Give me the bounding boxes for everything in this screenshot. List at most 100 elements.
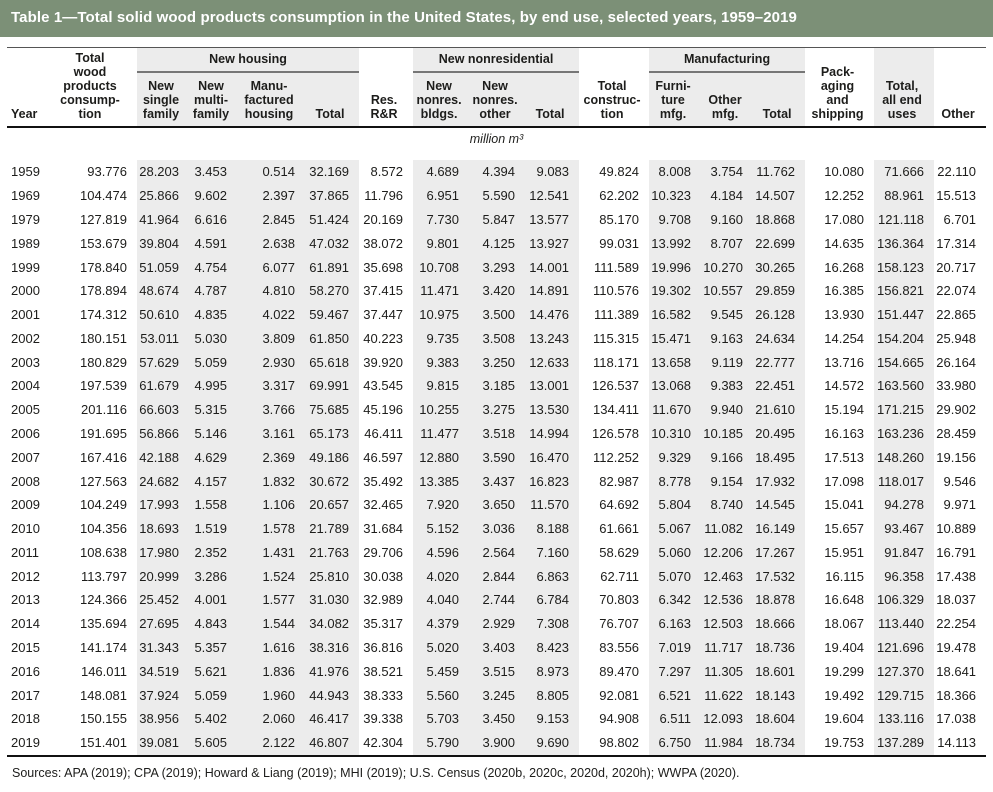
cell-new_nonres_bldgs: 7.920 <box>413 492 470 517</box>
cell-new_nonres_other: 2.564 <box>469 540 526 565</box>
cell-new_nonres_other: 3.245 <box>469 683 526 707</box>
cell-other: 16.791 <box>936 544 977 560</box>
cell-furniture_mfg: 5.070 <box>649 564 702 589</box>
cell-new_housing_total: 65.173 <box>305 421 360 446</box>
cell-year: 2018 <box>11 711 40 727</box>
cell-manufacturing_total: 18.143 <box>753 683 806 707</box>
cell-total_wood_products_consumption: 167.416 <box>80 449 127 465</box>
cell-manufactured_housing: 2.638 <box>237 231 305 256</box>
cell-new_nonres_total: 16.470 <box>525 445 580 470</box>
cell-other_mfg: 12.536 <box>701 588 754 612</box>
cell-new_nonres_bldgs: 5.703 <box>413 706 470 731</box>
table-row: 2006 191.695 56.866 5.146 3.161 65.173 46.411 1… <box>7 421 986 446</box>
cell-new_single_family: 42.188 <box>137 445 189 470</box>
cell-total_construction: 62.711 <box>600 568 640 584</box>
cell-year: 2007 <box>11 449 40 465</box>
column-header-year: Year <box>11 107 38 121</box>
cell-new_single_family: 61.679 <box>137 374 189 398</box>
cell-new_nonres_bldgs: 9.383 <box>413 350 470 375</box>
cell-total_wood_products_consumption: 104.356 <box>80 521 127 537</box>
cell-year: 2000 <box>11 283 40 299</box>
cell-new_housing_total: 25.810 <box>305 564 360 589</box>
cell-new_housing_total: 37.865 <box>305 183 360 208</box>
cell-manufacturing_total: 18.604 <box>753 706 806 731</box>
cell-packaging_and_shipping: 15.041 <box>824 497 865 513</box>
cell-total_wood_products_consumption: 108.638 <box>80 544 127 560</box>
cell-packaging_and_shipping: 15.951 <box>824 544 865 560</box>
cell-new_nonres_other: 4.125 <box>469 231 526 256</box>
cell-other: 25.948 <box>936 330 977 346</box>
table-row: 1999 178.840 51.059 4.754 6.077 61.891 35.698 1… <box>7 255 986 279</box>
cell-other_mfg: 12.503 <box>701 611 754 636</box>
cell-furniture_mfg: 19.996 <box>649 255 702 279</box>
cell-new_single_family: 48.674 <box>137 278 189 303</box>
cell-new_nonres_other: 2.744 <box>469 588 526 612</box>
cell-total_wood_products_consumption: 127.563 <box>80 473 127 489</box>
cell-other: 17.038 <box>936 711 977 727</box>
cell-total_construction: 62.202 <box>599 188 640 204</box>
cell-new_nonres_total: 14.891 <box>525 278 580 303</box>
cell-res_rr: 29.706 <box>363 544 404 560</box>
cell-year: 2009 <box>11 497 40 513</box>
cell-new_nonres_other: 3.500 <box>469 302 526 327</box>
cell-res_rr: 32.989 <box>363 592 404 608</box>
cell-packaging_and_shipping: 14.572 <box>824 378 865 394</box>
cell-new_nonres_bldgs: 4.596 <box>413 540 470 565</box>
cell-other_mfg: 10.270 <box>701 255 754 279</box>
cell-other: 22.865 <box>936 307 977 323</box>
cell-new_single_family: 37.924 <box>137 683 189 707</box>
cell-year: 2012 <box>11 568 40 584</box>
cell-year: 2004 <box>11 378 40 394</box>
cell-res_rr: 37.447 <box>363 307 404 323</box>
cell-manufacturing_total: 18.495 <box>753 445 806 470</box>
cell-manufactured_housing: 1.616 <box>237 635 305 660</box>
cell-other: 9.971 <box>943 497 977 513</box>
cell-new_housing_total: 21.789 <box>305 516 360 541</box>
cell-new_housing_total: 21.763 <box>305 540 360 565</box>
cell-new_multi_family: 5.402 <box>189 706 237 731</box>
cell-packaging_and_shipping: 19.604 <box>824 711 865 727</box>
cell-other_mfg: 10.185 <box>701 421 754 446</box>
cell-res_rr: 39.920 <box>363 354 404 370</box>
cell-new_multi_family: 1.519 <box>189 516 237 541</box>
cell-new_nonres_other: 3.515 <box>469 659 526 684</box>
cell-year: 2015 <box>11 640 40 656</box>
cell-other_mfg: 11.082 <box>701 516 754 541</box>
cell-new_housing_total: 46.417 <box>305 706 360 731</box>
cell-new_nonres_total: 9.083 <box>525 160 580 184</box>
cell-new_nonres_total: 8.423 <box>525 635 580 660</box>
cell-other_mfg: 9.160 <box>701 207 754 232</box>
cell-furniture_mfg: 16.582 <box>649 302 702 327</box>
cell-total_all_end_uses: 121.696 <box>874 635 935 660</box>
cell-new_multi_family: 4.629 <box>189 445 237 470</box>
cell-total_wood_products_consumption: 104.474 <box>80 188 127 204</box>
cell-year: 1999 <box>11 259 40 275</box>
cell-new_nonres_total: 13.530 <box>525 397 580 422</box>
cell-new_housing_total: 31.030 <box>305 588 360 612</box>
cell-other_mfg: 9.166 <box>701 445 754 470</box>
cell-new_housing_total: 46.807 <box>305 730 360 756</box>
cell-packaging_and_shipping: 15.194 <box>824 402 865 418</box>
cell-total_all_end_uses: 93.467 <box>874 516 935 541</box>
cell-new_housing_total: 20.657 <box>305 492 360 517</box>
cell-manufactured_housing: 1.106 <box>237 492 305 517</box>
cell-other: 6.701 <box>943 211 977 227</box>
table-row: 2016 146.011 34.519 5.621 1.836 41.976 38.521 5… <box>7 659 986 684</box>
cell-res_rr: 40.223 <box>363 330 404 346</box>
data-table: Year Total wood products consump- tion N… <box>7 47 987 757</box>
cell-new_nonres_bldgs: 4.379 <box>413 611 470 636</box>
cell-year: 2006 <box>11 425 40 441</box>
cell-new_nonres_other: 3.403 <box>469 635 526 660</box>
cell-new_nonres_total: 13.001 <box>525 374 580 398</box>
cell-furniture_mfg: 10.310 <box>649 421 702 446</box>
cell-other: 22.074 <box>936 283 977 299</box>
cell-total_all_end_uses: 127.370 <box>874 659 935 684</box>
cell-manufactured_housing: 1.544 <box>237 611 305 636</box>
cell-total_all_end_uses: 137.289 <box>874 730 935 756</box>
cell-total_all_end_uses: 136.364 <box>874 231 935 256</box>
cell-total_all_end_uses: 154.665 <box>874 350 935 375</box>
cell-new_multi_family: 6.616 <box>189 207 237 232</box>
cell-new_nonres_total: 9.690 <box>525 730 580 756</box>
table-row: 2002 180.151 53.011 5.030 3.809 61.850 40.223 9… <box>7 326 986 351</box>
cell-new_nonres_other: 3.900 <box>469 730 526 756</box>
